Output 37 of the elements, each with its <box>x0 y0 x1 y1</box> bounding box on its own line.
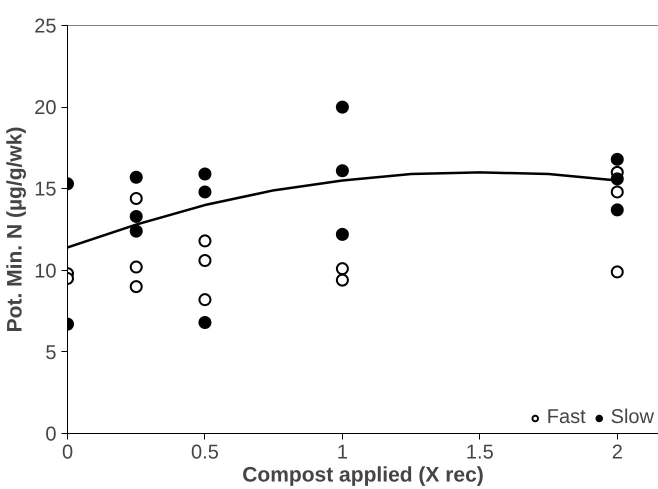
y-tick-label: 0 <box>45 424 56 446</box>
point <box>198 234 212 248</box>
x-axis-title: Compost applied (X rec) <box>242 464 484 486</box>
point <box>130 170 143 184</box>
point <box>198 316 212 330</box>
point <box>336 274 349 287</box>
point <box>130 260 143 274</box>
point <box>130 192 143 205</box>
y-tick-label: 25 <box>34 16 57 38</box>
point <box>610 152 624 166</box>
point <box>130 224 143 238</box>
point <box>610 203 624 216</box>
x-tick-label: 0.5 <box>191 442 219 464</box>
point <box>336 100 349 114</box>
point <box>198 185 212 198</box>
y-axis-title: Pot. Min. N (µg/g/wk) <box>3 126 26 332</box>
y-tick-label: 20 <box>34 97 57 120</box>
point <box>336 164 349 178</box>
point <box>336 262 349 276</box>
legend-label: Slow <box>610 406 654 429</box>
legend-label: Fast <box>546 406 586 429</box>
x-tick-label: 0 <box>62 442 74 464</box>
point <box>610 185 624 198</box>
y-tick-label: 10 <box>34 260 57 282</box>
point <box>336 228 349 241</box>
point <box>130 210 143 223</box>
point <box>130 280 143 294</box>
point <box>610 265 624 278</box>
y-tick-label: 15 <box>34 178 57 201</box>
y-tick-label: 5 <box>45 342 56 364</box>
point <box>610 172 624 186</box>
x-tick-label: 1 <box>336 442 348 464</box>
point <box>198 168 212 180</box>
x-tick-label: 1.5 <box>466 442 494 464</box>
point <box>198 293 212 306</box>
x-tick-label: 2 <box>612 442 623 464</box>
point <box>198 254 212 267</box>
